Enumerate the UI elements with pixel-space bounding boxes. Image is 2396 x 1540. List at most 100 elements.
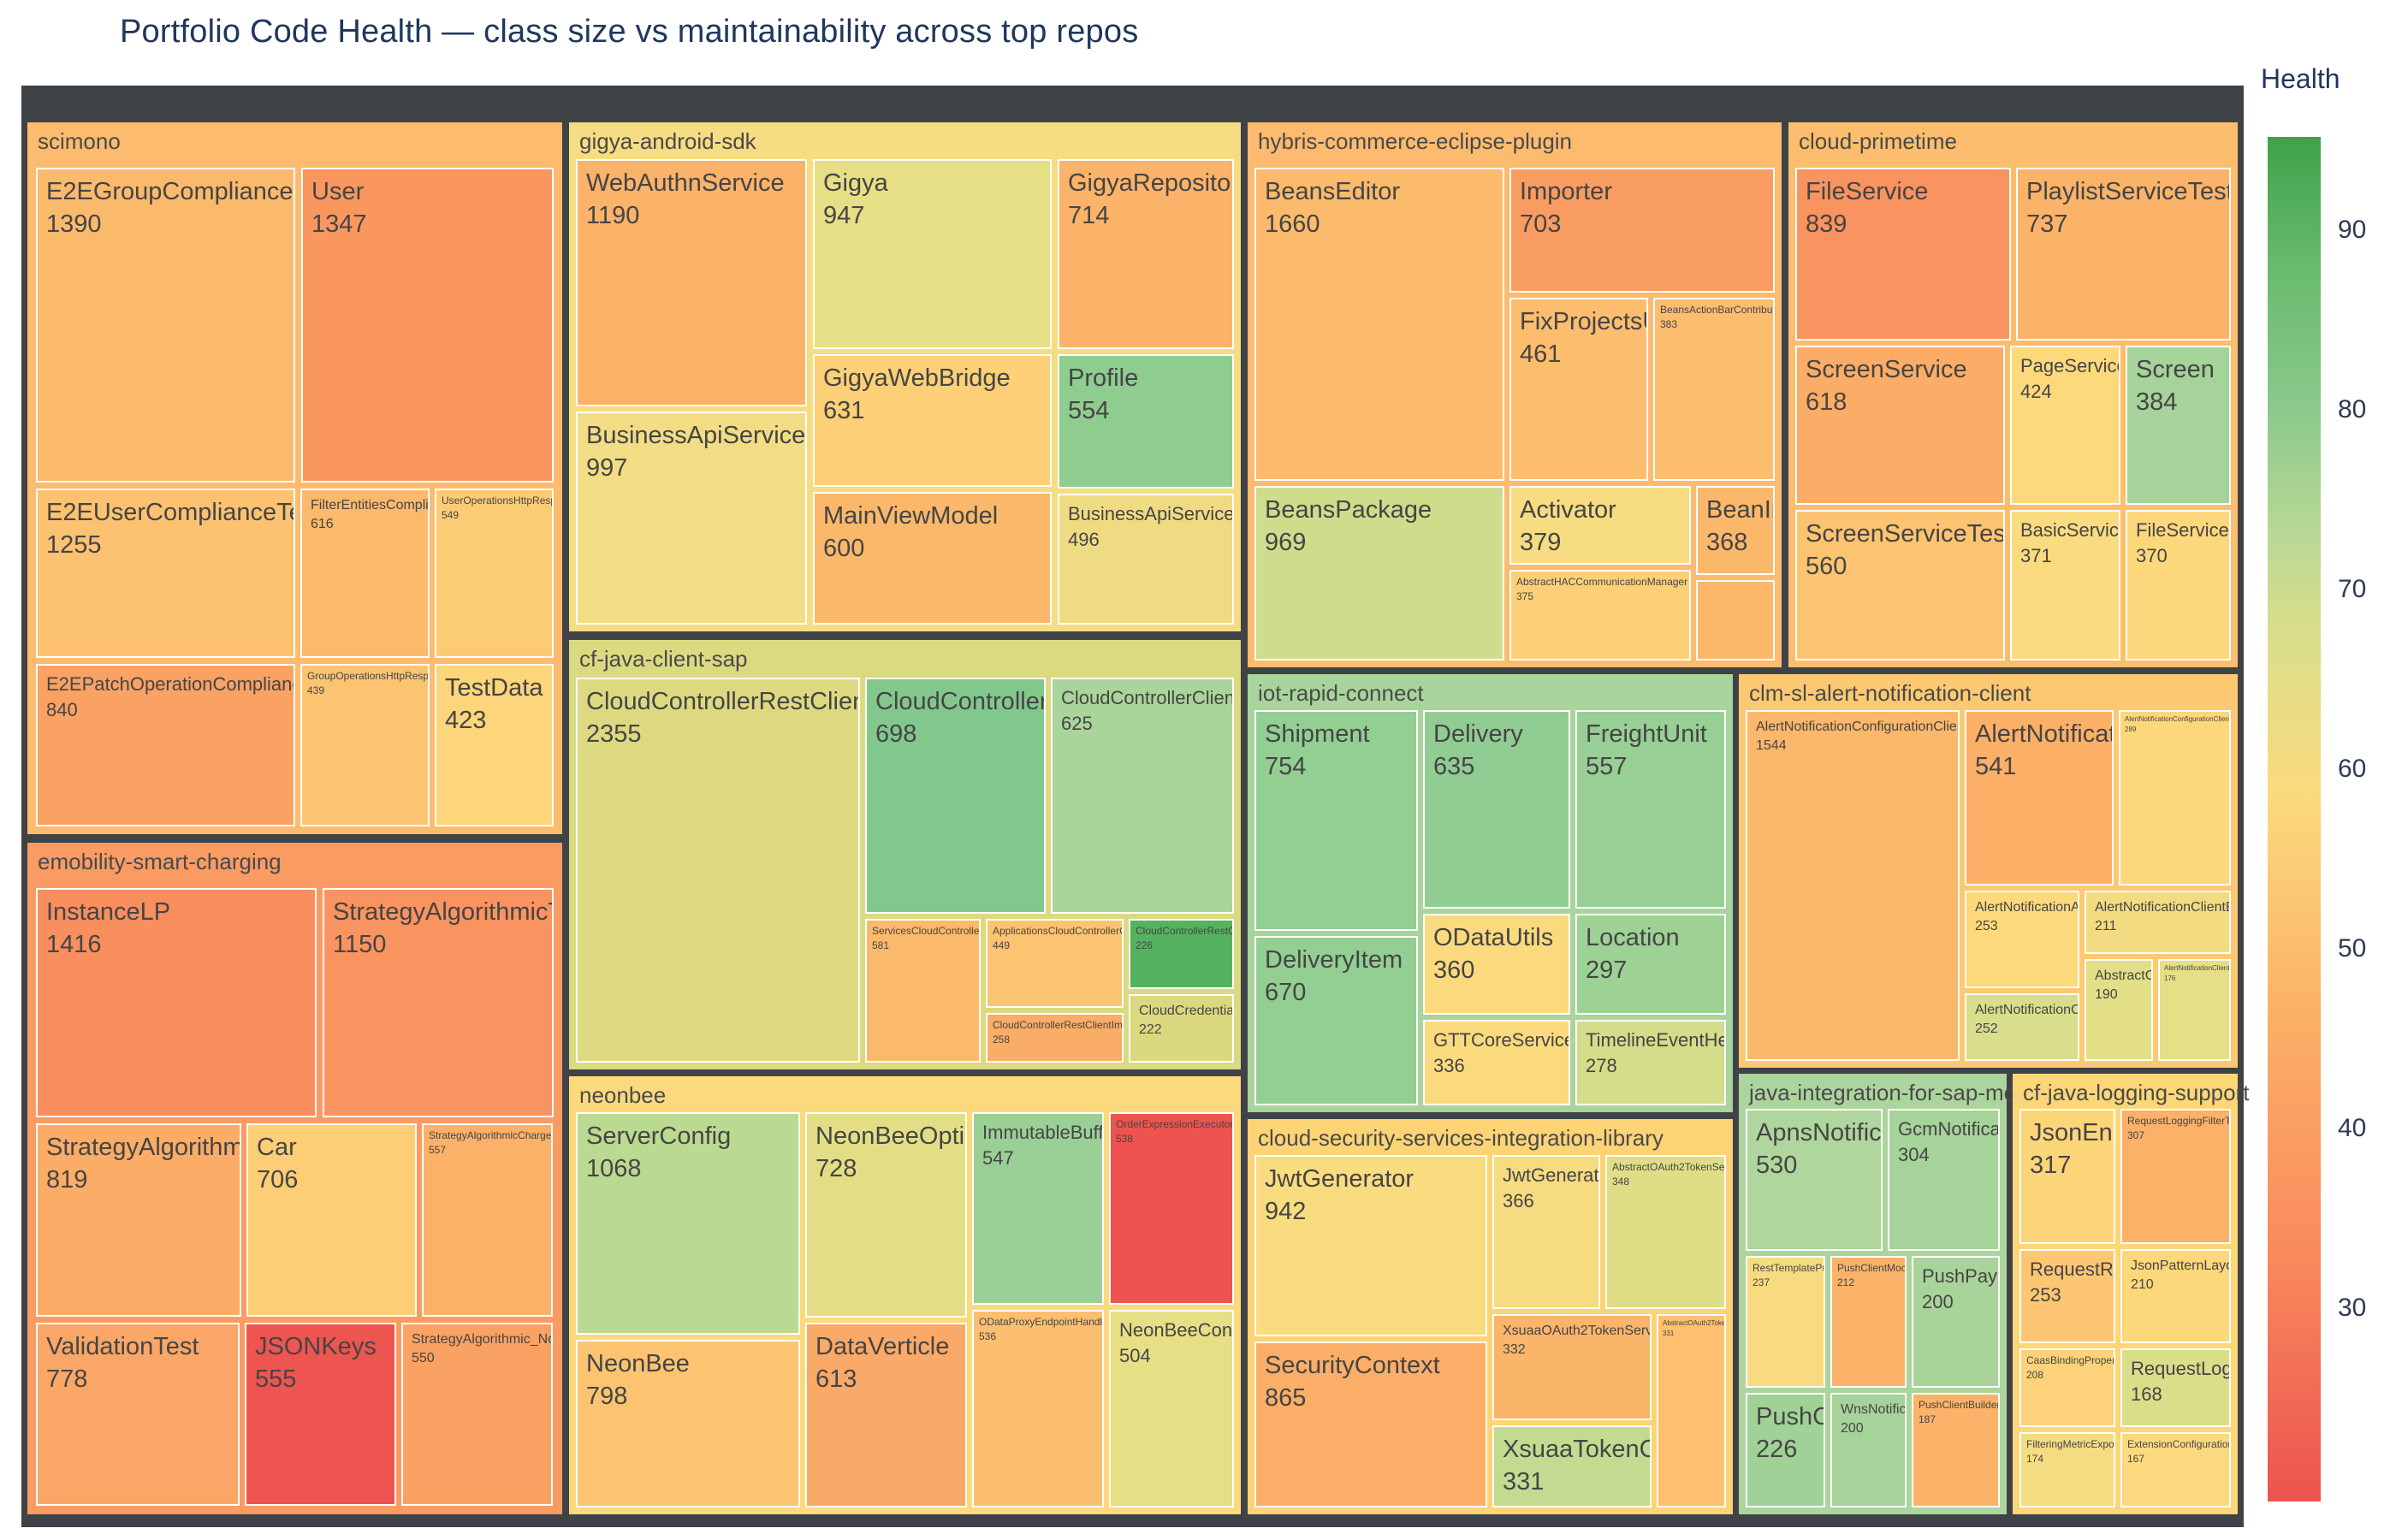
tile-DataVerticle[interactable]: DataVerticle 613 — [805, 1323, 967, 1507]
tile-BasicService[interactable]: BasicService 371 — [2010, 510, 2120, 660]
treemap-tile[interactable] — [1696, 580, 1775, 660]
tile-SecurityContext[interactable]: SecurityContext 865 — [1254, 1342, 1487, 1507]
tile-NeonBeeOptions[interactable]: NeonBeeOptions 728 — [805, 1112, 967, 1318]
tile-FilteringMetricExporterTest[interactable]: FilteringMetricExporterTest 174 — [2019, 1432, 2115, 1507]
tile-WnsNotification[interactable]: WnsNotification 200 — [1830, 1393, 1907, 1507]
tile-CloudControllerClientImpl[interactable]: CloudControllerClientImpl 625 — [1051, 678, 1234, 914]
tile-GcmNotification[interactable]: GcmNotification 304 — [1888, 1109, 2000, 1251]
tile-JsonPatternLayout[interactable]: JsonPatternLayout 210 — [2120, 1249, 2231, 1343]
tile-XsuaaOAuth2TokenServiceTest[interactable]: XsuaaOAuth2TokenServiceTest 332 — [1492, 1314, 1652, 1420]
group-title-iot-rapid-connect[interactable]: iot-rapid-connect — [1258, 680, 1424, 706]
tile-PageServiceTest[interactable]: PageServiceTest 424 — [2010, 346, 2120, 505]
tile-AlertNotificationClientUtils[interactable]: AlertNotificationClientUtils 252 — [1965, 993, 2079, 1061]
tile-Screen[interactable]: Screen 384 — [2126, 346, 2231, 505]
tile-ImmutableBuffer[interactable]: ImmutableBuffer 547 — [972, 1112, 1104, 1305]
tile-CloudControllerRestClientImplTest[interactable]: CloudControllerRestClientImplTest 258 — [986, 1013, 1124, 1063]
tile-Location[interactable]: Location 297 — [1575, 914, 1726, 1015]
group-title-emobility-smart-charging[interactable]: emobility-smart-charging — [38, 849, 282, 874]
tile-GroupOperationsHttpResponseCodeTest[interactable]: GroupOperationsHttpResponseCodeTest 439 — [300, 664, 430, 826]
tile-StrategyAlgorithmic[interactable]: StrategyAlgorithmic 819 — [36, 1123, 241, 1317]
tile-JwtGenerator[interactable]: JwtGenerator 942 — [1254, 1155, 1487, 1336]
tile-RequestLogTest[interactable]: RequestLogTest 168 — [2120, 1348, 2231, 1427]
tile-RequestLoggingFilterTest[interactable]: RequestLoggingFilterTest 307 — [2120, 1109, 2231, 1244]
tile-AlertNotificationClientTest[interactable]: AlertNotificationClientTest 541 — [1965, 710, 2114, 886]
tile-Delivery[interactable]: Delivery 635 — [1423, 710, 1570, 909]
group-title-cloud-security-services-integration-library[interactable]: cloud-security-services-integration-libr… — [1258, 1125, 1664, 1151]
tile-E2EPatchOperationComplianceTest[interactable]: E2EPatchOperationComplianceTest 840 — [36, 664, 295, 826]
tile-E2EUserComplianceTest[interactable]: E2EUserComplianceTest 1255 — [36, 489, 295, 658]
tile-Car[interactable]: Car 706 — [246, 1123, 417, 1317]
tile-ValidationTest[interactable]: ValidationTest 778 — [36, 1323, 240, 1506]
tile-BusinessApiServiceTest[interactable]: BusinessApiServiceTest 496 — [1058, 494, 1234, 625]
tile-StrategyAlgorithmicTest[interactable]: StrategyAlgorithmicTest 1150 — [323, 888, 554, 1117]
tile-Profile[interactable]: Profile 554 — [1058, 354, 1234, 489]
tile-FixProjectsUtils[interactable]: FixProjectsUtils 461 — [1509, 298, 1648, 481]
tile-FilterEntitiesComplianceTest[interactable]: FilterEntitiesComplianceTest 616 — [300, 489, 430, 658]
tile-PushPayload[interactable]: PushPayload 200 — [1912, 1256, 2000, 1388]
tile-ScreenServiceTest[interactable]: ScreenServiceTest 560 — [1795, 510, 2005, 660]
tile-ServerConfig[interactable]: ServerConfig 1068 — [576, 1112, 800, 1335]
group-title-cf-java-logging-support[interactable]: cf-java-logging-support — [2023, 1080, 2250, 1105]
tile-ScreenService[interactable]: ScreenService 618 — [1795, 346, 2005, 505]
tile-JsonEncoder[interactable]: JsonEncoder 317 — [2019, 1109, 2115, 1244]
tile-E2EGroupComplianceTest[interactable]: E2EGroupComplianceTest 1390 — [36, 168, 295, 483]
group-title-clm-sl-alert-notification-client[interactable]: clm-sl-alert-notification-client — [1749, 680, 2031, 706]
tile-MainViewModel[interactable]: MainViewModel 600 — [813, 492, 1052, 625]
tile-TimelineEventHelper[interactable]: TimelineEventHelper 278 — [1575, 1020, 1726, 1105]
tile-Activator[interactable]: Activator 379 — [1509, 486, 1691, 565]
tile-AlertNotificationConfigurationClientTest[interactable]: AlertNotificationConfigurationClientTest… — [1746, 710, 1960, 1061]
tile-InstanceLP[interactable]: InstanceLP 1416 — [36, 888, 317, 1117]
tile-FreightUnit[interactable]: FreightUnit 557 — [1575, 710, 1726, 909]
tile-AlertNotificationClientBuilderTest[interactable]: AlertNotificationClientBuilderTest 211 — [2085, 891, 2231, 954]
tile-PushClientMockedTest[interactable]: PushClientMockedTest 212 — [1830, 1256, 1907, 1388]
tile-CloudControllerClient[interactable]: CloudControllerClient 698 — [865, 678, 1046, 914]
tile-Gigya[interactable]: Gigya 947 — [813, 159, 1052, 349]
tile-PushClientBuilder[interactable]: PushClientBuilder 187 — [1912, 1393, 2000, 1507]
tile-JwtGeneratorTest[interactable]: JwtGeneratorTest 366 — [1492, 1155, 1600, 1309]
tile-Importer[interactable]: Importer 703 — [1509, 168, 1775, 293]
tile-AlertNotificationClientBuilder[interactable]: AlertNotificationClientBuilder 176 — [2158, 959, 2231, 1061]
tile-OrderExpressionExecutorTest[interactable]: OrderExpressionExecutorTest 538 — [1109, 1112, 1234, 1305]
tile-AbstractHACCommunicationManager[interactable]: AbstractHACCommunicationManager 375 — [1509, 570, 1691, 660]
tile-BeansPackage[interactable]: BeansPackage 969 — [1254, 486, 1504, 660]
tile-JSONKeys[interactable]: JSONKeys 555 — [245, 1323, 396, 1506]
tile-AbstractOAuth2TokenService[interactable]: AbstractOAuth2TokenService 331 — [1657, 1314, 1726, 1507]
group-title-gigya-android-sdk[interactable]: gigya-android-sdk — [579, 128, 756, 154]
tile-UserOperationsHttpResponseCodeTest[interactable]: UserOperationsHttpResponseCodeTest 549 — [435, 489, 554, 658]
group-title-hybris-commerce-eclipse-plugin[interactable]: hybris-commerce-eclipse-plugin — [1258, 128, 1573, 154]
tile-User[interactable]: User 1347 — [301, 168, 554, 483]
tile-ExtensionConfigurationsTest[interactable]: ExtensionConfigurationsTest 167 — [2120, 1432, 2231, 1507]
tile-FileServiceTest[interactable]: FileServiceTest 370 — [2126, 510, 2231, 660]
tile-AbstractClient[interactable]: AbstractClient 190 — [2085, 959, 2153, 1061]
group-title-cloud-primetime[interactable]: cloud-primetime — [1799, 128, 1957, 154]
tile-FileService[interactable]: FileService 839 — [1795, 168, 2011, 341]
tile-GigyaRepository[interactable]: GigyaRepository 714 — [1058, 159, 1234, 349]
tile-CaasBindingPropertiesSupplierTest[interactable]: CaasBindingPropertiesSupplierTest 208 — [2019, 1348, 2115, 1427]
tile-TestData[interactable]: TestData 423 — [435, 664, 554, 826]
tile-ODataUtils[interactable]: ODataUtils 360 — [1423, 914, 1570, 1015]
tile-WebAuthnService[interactable]: WebAuthnService 1190 — [576, 159, 807, 406]
tile-RestTemplatePushClient[interactable]: RestTemplatePushClient 237 — [1746, 1256, 1825, 1388]
tile-AlertNotificationAsyncClientTest[interactable]: AlertNotificationAsyncClientTest 253 — [1965, 891, 2079, 988]
tile-ODataProxyEndpointHandler[interactable]: ODataProxyEndpointHandler 536 — [972, 1310, 1104, 1507]
tile-StrategyAlgorithmicChargeSchedulerTest[interactable]: StrategyAlgorithmicChargeSchedulerTest 55… — [422, 1123, 553, 1317]
tile-BeansEditor[interactable]: BeansEditor 1660 — [1254, 168, 1504, 481]
tile-PushClient[interactable]: PushClient 226 — [1746, 1393, 1825, 1507]
tile-CloudControllerRestClientImpl[interactable]: CloudControllerRestClientImpl 2355 — [576, 678, 860, 1063]
tile-PlaylistServiceTest[interactable]: PlaylistServiceTest 737 — [2016, 168, 2231, 341]
tile-NeonBee[interactable]: NeonBee 798 — [576, 1340, 800, 1507]
tile-GTTCoreServiceClient[interactable]: GTTCoreServiceClient 336 — [1423, 1020, 1570, 1105]
tile-RequestRecord[interactable]: RequestRecord 253 — [2019, 1249, 2115, 1343]
tile-ApplicationsCloudControllerClientIntegrationTest[interactable]: ApplicationsCloudControllerClientIntegra… — [986, 919, 1124, 1008]
tile-BeanImpl[interactable]: BeanImpl 368 — [1696, 486, 1775, 575]
tile-Shipment[interactable]: Shipment 754 — [1254, 710, 1418, 931]
tile-DeliveryItem[interactable]: DeliveryItem 670 — [1254, 936, 1418, 1105]
tile-XsuaaTokenComp[interactable]: XsuaaTokenComp 331 — [1492, 1425, 1652, 1507]
tile-BeansActionBarContributor[interactable]: BeansActionBarContributor 383 — [1653, 298, 1775, 481]
tile-AlertNotificationConfigurationClientBuilderTest[interactable]: AlertNotificationConfigurationClientBuil… — [2119, 710, 2231, 886]
tile-GigyaWebBridge[interactable]: GigyaWebBridge 631 — [813, 354, 1052, 487]
tile-ServicesCloudControllerClientIntegrationTest[interactable]: ServicesCloudControllerClientIntegration… — [865, 919, 981, 1063]
group-title-scimono[interactable]: scimono — [38, 128, 121, 154]
tile-CloudControllerRestClient[interactable]: CloudControllerRestClient 226 — [1129, 919, 1234, 989]
tile-CloudCredentials[interactable]: CloudCredentials 222 — [1129, 994, 1234, 1063]
